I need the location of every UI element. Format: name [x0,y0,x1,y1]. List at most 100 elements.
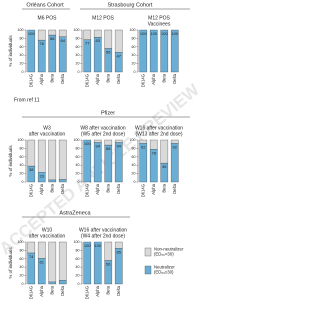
bar-segment [139,29,148,73]
y-tick-label: 60 [20,155,24,159]
bar-segment [27,241,36,254]
y-tick-label: 0 [134,180,136,184]
y-tick-label: 20 [76,274,80,278]
x-tick-label: D614G [84,286,89,299]
y-tick-label: 60 [20,257,24,261]
panel-title: M6 POS [38,15,58,21]
group-header: Strasbourg Cohort [108,2,153,8]
value-label: 61 [40,259,45,264]
y-tick-label: 20 [76,172,80,176]
x-tick-label: Alpha [39,285,44,296]
x-tick-label: Alpha [151,183,156,194]
value-label: 47 [117,53,122,58]
bar-segment [83,139,92,183]
bar-segment [58,29,67,37]
y-tick-label: 100 [18,28,24,32]
value-label: 100 [94,243,101,248]
x-tick-label: D614G [84,184,89,197]
value-label: 83 [96,38,101,43]
y-tick-label: 100 [130,28,136,32]
bar-segment [48,179,57,183]
bar-segment [114,139,123,143]
bar-segment [58,280,67,285]
legend-swatch [144,265,152,275]
panel-subtitle: (W4 after 2nd dose) [81,233,126,239]
x-tick-label: D614G [28,184,33,197]
value-label: 78 [152,150,157,155]
panel-title: M12 POS [92,15,114,21]
panel-subtitle: (W5 after 2nd dose) [81,131,126,137]
x-tick-label: D614G [28,74,33,87]
legend-label: Neutralizer (ED₅₀≥30) [154,265,175,275]
x-tick-label: Alpha [95,183,100,194]
y-tick-label: 20 [132,172,136,176]
y-tick-label: 20 [20,172,24,176]
x-tick-label: D614G [84,74,89,87]
bar-segment [48,139,57,181]
footnote: From ref 11 [14,97,40,103]
value-label: 38 [29,167,34,172]
y-tick-label: 40 [76,265,80,269]
x-tick-label: Beta [105,285,110,294]
y-tick-label: 40 [76,53,80,57]
bar-segment [27,139,36,167]
x-tick-label: Alpha [151,73,156,84]
value-label: 100 [161,31,168,36]
bar-segment [37,241,46,259]
y-tick-label: 80 [76,146,80,150]
y-tick-label: 20 [76,62,80,66]
value-label: 84 [61,38,66,43]
y-tick-label: 100 [74,240,80,244]
value-label: 100 [171,31,178,36]
bar-segment [149,29,158,73]
bar-segment [48,29,57,36]
y-tick-label: 40 [76,163,80,167]
value-label: 100 [84,243,91,248]
value-label: 77 [85,41,90,46]
bar-segment [104,29,113,49]
y-tick-label: 0 [78,282,80,286]
y-tick-label: 80 [76,248,80,252]
bar-segment [160,139,169,164]
x-tick-label: Alpha [95,285,100,296]
x-tick-label: Alpha [95,73,100,84]
panel-title: W8 after vaccination [80,125,126,131]
value-label: 45 [162,164,167,169]
value-label: 100 [84,141,91,146]
y-tick-label: 0 [78,180,80,184]
bar-segment [170,139,179,144]
y-tick-label: 40 [20,163,24,167]
value-label: 100 [150,31,157,36]
panel-title: M12 POS [148,15,170,21]
panel-subtitle: after vaccination [29,233,66,239]
bar-segment [37,29,46,41]
y-axis-label: % of individuals [8,35,13,67]
y-tick-label: 20 [20,274,24,278]
x-tick-label: Beta [49,183,54,192]
value-label: 92 [173,144,178,149]
bar-segment [114,29,123,53]
value-label: 23 [40,173,45,178]
bar-segment [48,281,57,285]
figure: ACCEPTED ARTICLE PREVIEW Orléans Cohort … [0,2,200,299]
y-tick-label: 0 [134,70,136,74]
x-tick-label: Beta [105,183,110,192]
bar-segment [104,139,113,146]
y-tick-label: 80 [132,36,136,40]
legend-label: Non-neutralizer (ED₅₀<30) [154,247,184,257]
x-tick-label: D614G [28,286,33,299]
bar-segment [58,179,67,183]
x-tick-label: Delta [116,285,121,295]
y-tick-label: 40 [20,265,24,269]
y-tick-label: 80 [132,146,136,150]
bar-segment [58,241,67,281]
x-tick-label: Delta [60,183,65,193]
x-tick-label: Delta [60,73,65,83]
panel-title: W3 [43,125,51,131]
group-header: AstraZeneca [59,210,91,216]
value-label: 88 [50,36,55,41]
panel-subtitle: after vaccination [29,131,66,137]
x-tick-label: Delta [60,285,65,295]
bar-segment [83,241,92,285]
x-tick-label: Beta [161,183,166,192]
